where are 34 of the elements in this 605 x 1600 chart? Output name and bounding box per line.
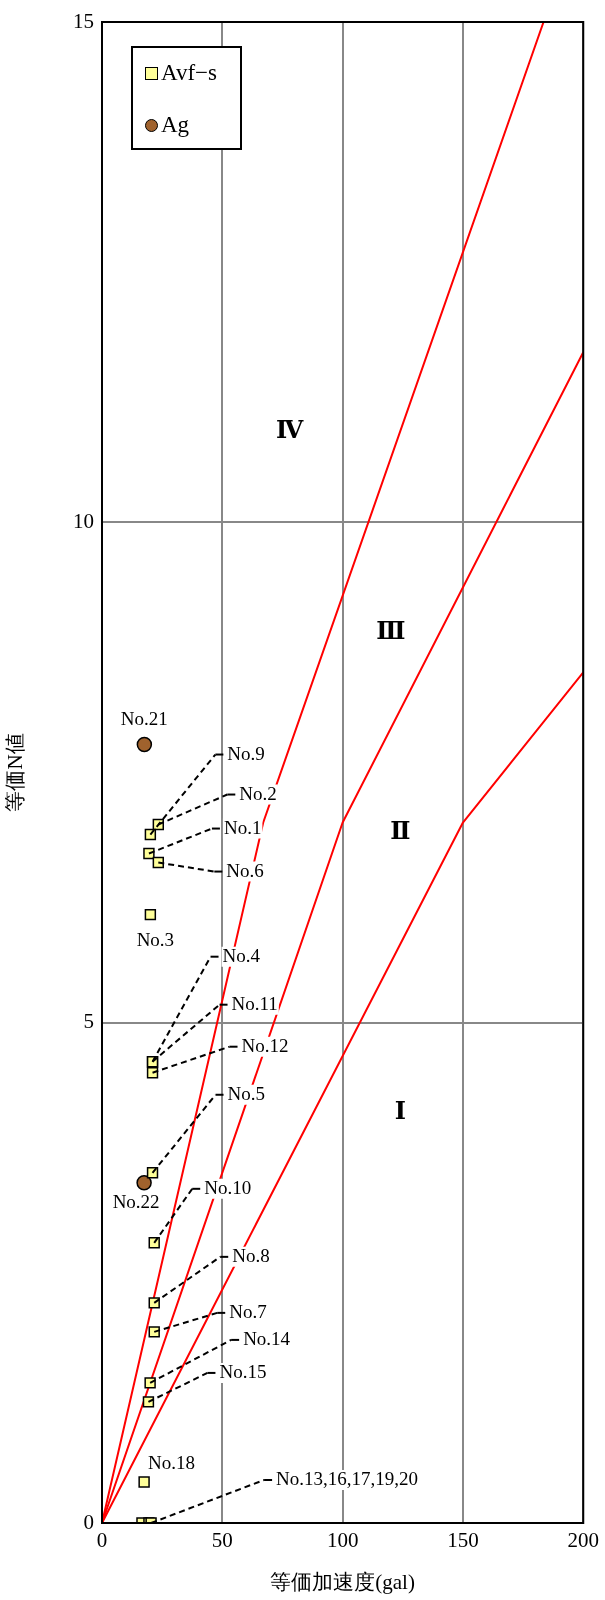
- y-tick-label: 10: [73, 508, 94, 533]
- annotation: No.13,16,17,19,20: [276, 1467, 419, 1489]
- annotation: No.15: [219, 1360, 267, 1382]
- annotation: No.9: [227, 742, 265, 764]
- annotation: No.6: [226, 859, 264, 881]
- x-tick-label: 50: [211, 1528, 233, 1553]
- y-tick-label: 15: [73, 8, 94, 33]
- x-tick-label: 150: [447, 1528, 479, 1553]
- annotation: Ⅱ: [390, 817, 411, 844]
- annotation: No.8: [232, 1244, 270, 1266]
- annotation: No.18: [148, 1451, 196, 1473]
- annotation: No.14: [243, 1327, 291, 1349]
- annotation: No.11: [231, 992, 278, 1014]
- legend-label: Ag: [161, 112, 190, 138]
- annotation: No.3: [136, 928, 175, 950]
- annotation: No.21: [120, 708, 168, 730]
- annotation: No.2: [239, 782, 277, 804]
- annotation: Ⅰ: [394, 1098, 406, 1125]
- annotation: No.1: [223, 816, 262, 838]
- x-tick-label: 100: [326, 1528, 359, 1553]
- annotation: No.12: [241, 1034, 289, 1056]
- x-axis-title: 等価加速度(gal): [270, 1569, 415, 1594]
- y-tick-label: 0: [83, 1509, 94, 1534]
- y-tick-label: 5: [83, 1009, 94, 1034]
- x-tick-label: 200: [567, 1528, 599, 1553]
- annotation: No.4: [222, 944, 261, 966]
- legend-label: Avf−s: [161, 60, 217, 86]
- annotation: No.7: [229, 1300, 267, 1322]
- y-axis-title: 等価N値: [3, 733, 28, 812]
- annotation: Ⅳ: [276, 416, 305, 443]
- annotation: No.22: [112, 1190, 160, 1212]
- annotation: No.5: [227, 1082, 266, 1104]
- annotation: No.10: [204, 1176, 252, 1198]
- annotation: Ⅲ: [376, 618, 406, 645]
